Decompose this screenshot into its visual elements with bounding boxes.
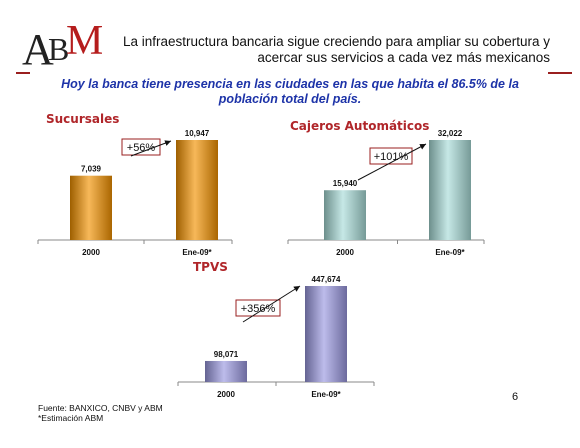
chart-title: TPVS <box>193 260 228 274</box>
bar-value-label: 32,022 <box>438 129 463 138</box>
header-title-line-2: acercar sus servicios a cada vez más mex… <box>257 50 550 65</box>
svg-text:B: B <box>48 31 69 67</box>
chart-title: Sucursales <box>46 112 119 126</box>
growth-label: +356% <box>241 303 276 315</box>
subtitle: Hoy la banca tiene presencia en las ciud… <box>26 77 554 107</box>
bar <box>429 140 471 240</box>
subtitle-line-2: población total del país. <box>218 92 362 106</box>
category-label: 2000 <box>217 390 235 399</box>
bar-value-label: 10,947 <box>185 129 210 138</box>
subtitle-line-1: Hoy la banca tiene presencia en las ciud… <box>61 77 519 91</box>
bar <box>205 360 247 382</box>
bar-value-label: 15,940 <box>333 179 358 188</box>
bar <box>324 190 366 240</box>
svg-text:A: A <box>22 25 54 70</box>
page-number: 6 <box>512 391 519 403</box>
growth-box <box>121 138 161 156</box>
category-label: Ene-09* <box>435 248 465 257</box>
category-label: Ene-09* <box>182 248 212 257</box>
bar-value-label: 98,071 <box>214 350 239 359</box>
bar-value-label: 7,039 <box>81 165 102 174</box>
footer-note: *Estimación ABM <box>38 413 104 423</box>
bar <box>70 175 112 240</box>
growth-label: +101% <box>374 151 409 163</box>
header-rule-right <box>548 72 572 74</box>
header-title-line-1: La infraestructura bancaria sigue crecie… <box>123 34 550 49</box>
growth-arrow <box>242 285 301 323</box>
growth-arrow <box>130 140 172 157</box>
svg-text:M: M <box>66 20 102 64</box>
category-label: Ene-09* <box>311 390 341 399</box>
growth-box <box>369 147 413 165</box>
footer: Fuente: BANXICO, CNBV y ABM *Estimación … <box>38 403 163 423</box>
bar-value-label: 447,674 <box>312 275 341 284</box>
chart-title: Cajeros Automáticos <box>290 119 429 133</box>
category-label: 2000 <box>82 248 100 257</box>
growth-label: +56% <box>127 142 156 154</box>
growth-box <box>235 299 281 317</box>
category-label: 2000 <box>336 248 354 257</box>
header-rule-left <box>16 72 30 74</box>
growth-arrow <box>357 143 427 181</box>
bar <box>176 140 218 240</box>
bar <box>305 286 347 382</box>
abm-logo: A B M <box>22 20 102 70</box>
footer-source: Fuente: BANXICO, CNBV y ABM <box>38 403 163 413</box>
header-title: La infraestructura bancaria sigue crecie… <box>112 34 550 66</box>
